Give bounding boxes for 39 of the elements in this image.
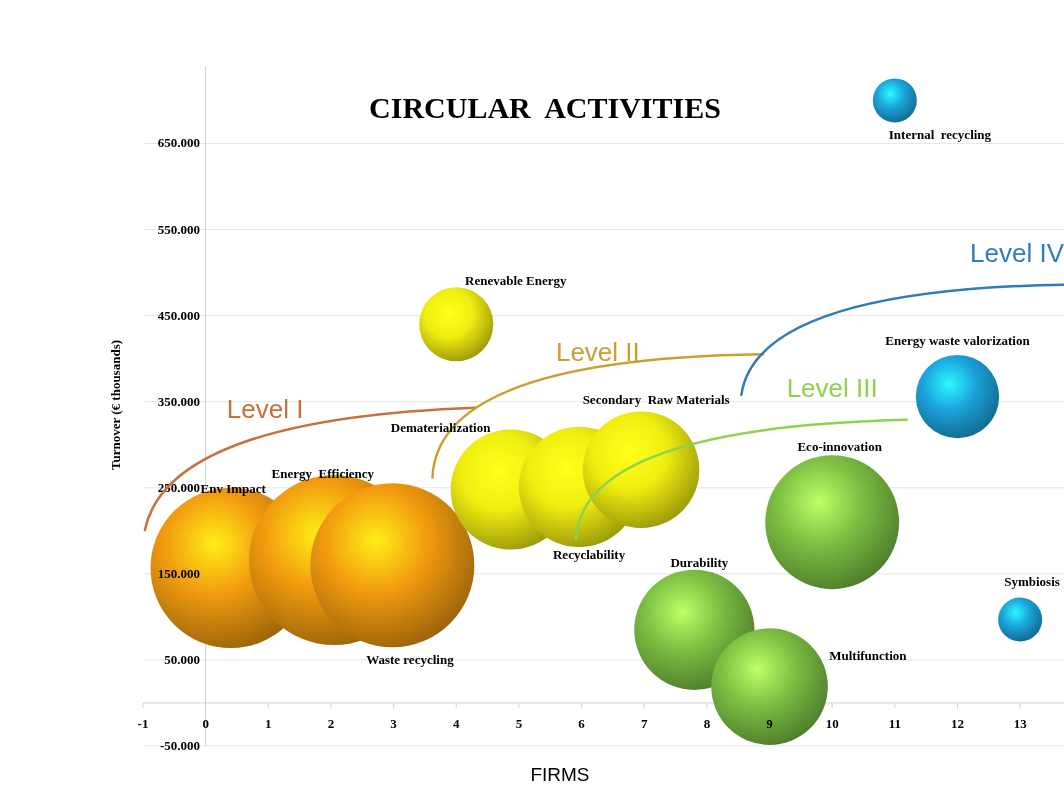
x-tick-label: 4 [453,715,461,731]
y-tick-label: 650.000 [157,135,200,151]
x-tick-label: 0 [202,715,209,731]
annotation: Internal recycling [888,126,992,142]
x-tick-label: 12 [950,715,964,731]
annotation: Level II [555,336,640,367]
y-tick-label: 350.000 [157,393,200,409]
annotation: Level IV [970,237,1064,268]
annotation: Recyclability [552,546,626,562]
annotation: Energy waste valorization [885,333,1031,349]
annotation: Renevable Energy [465,273,568,289]
x-tick-label: 2 [327,715,335,731]
y-axis-title: Turnover (€ thousands) [108,339,123,471]
annotation: Secondary Raw Materials [582,391,730,407]
x-tick-label: -1 [137,715,149,731]
y-tick-label: 450.000 [157,307,200,323]
x-tick-label: 10 [825,715,839,731]
y-tick-label: 550.000 [157,221,200,237]
y-tick-label: 150.000 [157,565,200,581]
x-tick-label: 9 [766,715,774,731]
annotation: Symbiosis [1004,574,1060,590]
x-tick-label: 3 [390,715,398,731]
text: CIRCULAR ACTIVITIES [369,91,721,124]
x-tick-label: 6 [578,715,586,731]
y-tick-label: 50.000 [164,651,200,667]
annotation: Waste recycling [366,651,455,667]
annotation: Level I [226,394,304,425]
x-tick-label: 1 [265,715,272,731]
annotation: Durability [670,554,729,570]
x-tick-label: 5 [515,715,523,731]
y-tick-label: -50.000 [159,738,200,753]
x-tick-label: 13 [1013,715,1028,731]
x-axis-title: FIRMS [530,764,590,785]
annotation: Eco-innovation [797,439,883,455]
annotation: Level III [786,372,878,403]
x-tick-label: 8 [703,715,711,731]
x-tick-label: 11 [888,715,901,731]
annotation: Multifunction [829,647,908,663]
x-tick-label: 7 [640,715,648,731]
